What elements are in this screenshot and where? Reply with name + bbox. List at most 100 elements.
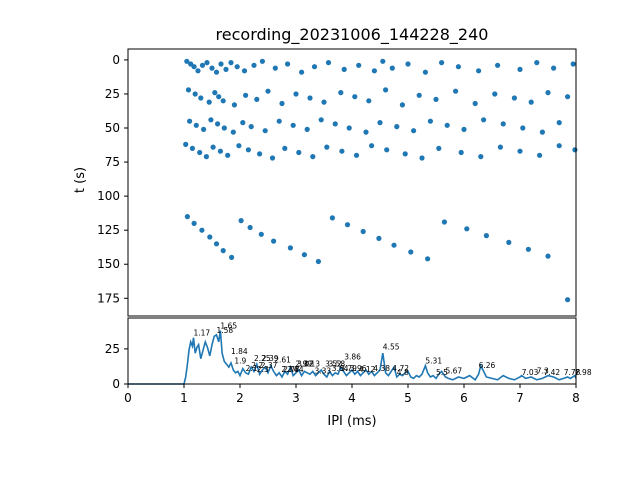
raster-points [183, 58, 578, 303]
raster-point [318, 117, 324, 123]
raster-point [269, 155, 276, 161]
raster-point [299, 69, 305, 75]
peak-annotation: 7.98 [575, 368, 592, 377]
raster-point [279, 100, 285, 107]
raster-point [511, 95, 517, 101]
raster-point [212, 90, 218, 96]
peak-annotation: 1.65 [220, 322, 237, 331]
raster-y-tick-label: 25 [105, 87, 120, 101]
raster-point [384, 147, 390, 153]
raster-point [187, 118, 193, 124]
raster-point [416, 92, 422, 98]
raster-point [371, 68, 377, 74]
histogram-x-axis: 0 1 2 3 4 5 6 7 8 [124, 384, 580, 405]
raster-point [556, 120, 562, 126]
ipi-histogram-line [128, 330, 577, 385]
raster-point [206, 99, 212, 105]
raster-point [245, 147, 251, 153]
peak-annotation: 2.84 [287, 365, 304, 374]
histogram-y-tick-label: 0 [112, 377, 120, 391]
raster-point [204, 60, 210, 66]
histogram-x-tick-label: 3 [292, 391, 300, 405]
raster-point [254, 96, 260, 102]
histogram-x-tick-label: 8 [572, 391, 580, 405]
raster-point [427, 118, 433, 124]
histogram-x-axis-label: IPI (ms) [327, 414, 376, 429]
raster-point [296, 149, 302, 156]
raster-point [310, 154, 316, 160]
histogram-y-tick-label: 25 [105, 342, 120, 356]
raster-point [272, 65, 278, 71]
raster-point [201, 126, 207, 132]
histogram-x-tick-label: 0 [124, 391, 132, 405]
peak-annotation: 2.25 [254, 354, 271, 363]
peak-annotation: 2.1 [246, 364, 258, 373]
raster-point [495, 62, 501, 68]
raster-point [311, 64, 318, 70]
raster-y-tick-label: 100 [97, 189, 120, 203]
raster-y-axis: 0 25 50 75 100 125 150 175 [97, 53, 128, 305]
peak-annotation: 3.13 [303, 360, 320, 369]
raster-point [231, 102, 237, 108]
peak-annotation: 7.3 [537, 367, 549, 376]
raster-point [207, 234, 213, 240]
histogram-x-tick-label: 5 [404, 391, 412, 405]
raster-point [184, 214, 190, 220]
raster-point [332, 121, 338, 127]
raster-point [218, 61, 224, 67]
raster-point [478, 154, 484, 160]
raster-y-tick-label: 125 [97, 223, 120, 237]
peak-annotation: 6.26 [479, 361, 496, 370]
raster-point [539, 129, 546, 135]
raster-point [402, 151, 408, 157]
raster-point [329, 215, 335, 221]
peak-annotation: 5.5 [436, 368, 448, 377]
raster-point [500, 121, 506, 127]
raster-point [455, 64, 461, 70]
raster-y-tick-label: 75 [105, 155, 120, 169]
raster-point [472, 100, 478, 107]
raster-point [307, 95, 313, 101]
peak-annotation: 7.42 [544, 368, 561, 377]
peak-annotation: 7.03 [522, 368, 539, 377]
raster-point [517, 148, 523, 154]
raster-point [321, 99, 327, 105]
raster-point [238, 218, 244, 224]
raster-point [221, 125, 227, 131]
raster-point [209, 65, 215, 71]
raster-point [453, 88, 459, 94]
raster-point [565, 94, 571, 100]
raster-y-tick-label: 0 [112, 53, 120, 67]
raster-point [425, 256, 431, 262]
raster-point [189, 145, 195, 151]
raster-point [184, 58, 190, 64]
raster-point [282, 145, 288, 151]
peak-annotation: 2.61 [274, 355, 291, 364]
raster-point [197, 149, 203, 156]
raster-point [565, 297, 571, 303]
peak-annotation: 3.33 [315, 367, 332, 376]
peak-annotation: 5.31 [425, 357, 442, 366]
raster-point [198, 95, 204, 101]
peak-annotation: 2.74 [281, 365, 298, 374]
raster-point [551, 65, 557, 71]
raster-point [213, 69, 220, 75]
raster-point [537, 152, 543, 158]
raster-point [572, 147, 578, 153]
raster-point [353, 152, 360, 158]
raster-frame [127, 48, 577, 317]
raster-point [217, 148, 223, 154]
histogram-x-tick-label: 7 [516, 391, 524, 405]
raster-point [220, 98, 226, 104]
raster-point [439, 60, 445, 66]
raster-point [377, 120, 383, 126]
peak-annotation: 2.77 [283, 365, 300, 374]
raster-point [262, 128, 268, 134]
raster-point [360, 228, 366, 235]
raster-point [290, 122, 296, 128]
raster-point [481, 117, 487, 123]
raster-point [220, 248, 226, 254]
peak-annotation: 4.72 [392, 364, 409, 373]
raster-point [276, 118, 282, 124]
